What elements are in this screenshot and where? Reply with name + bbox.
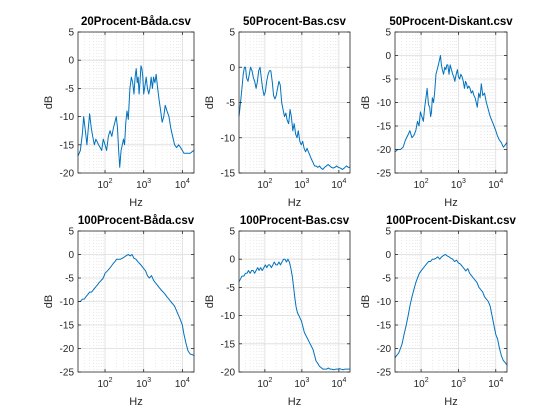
subplot-4: 5 0 -5 -10 -15 -20 -25 102 103 104 100Procent-Båd… [43,215,195,408]
y-tick-label: -5 [382,75,391,86]
x-tick-label: 104 [488,178,503,191]
y-tick-label: -15 [221,169,236,180]
x-axis-label: Hz [288,396,301,408]
subplot-2: 5 0 -5 -10 -15 102 103 104 50Procent-Bas.csv Hz… [204,16,351,209]
y-tick-label: -20 [377,145,392,156]
y-tick-label: 0 [385,250,391,261]
series-line [394,254,508,366]
x-tick-label: 102 [98,377,113,390]
plot-area [78,32,194,173]
y-tick-label: -10 [60,297,75,308]
x-axis-label: Hz [444,197,457,209]
subplot-5: 5 0 -5 -10 -15 -20 102 103 104 100Procent-Bas.cs… [204,215,351,408]
plot-title: 50Procent-Diskant.csv [389,16,513,28]
series-line [78,254,195,356]
series-line [394,55,508,153]
y-tick-label: -15 [377,321,392,332]
series-line [238,66,350,170]
y-tick-label: -15 [377,122,392,133]
x-axis-label: Hz [129,197,142,209]
x-tick-label: 102 [98,178,113,191]
x-tick-label: 103 [136,377,151,390]
y-tick-label: -20 [60,169,75,180]
y-tick-label: 5 [229,227,235,238]
x-tick-label: 104 [488,377,503,390]
y-tick-label: -10 [60,112,75,123]
y-tick-label: 5 [68,227,74,238]
subplot-6: 5 0 -5 -10 -15 -20 -25 102 103 104 100Procent-Dis… [360,215,516,408]
plot-title: 100Procent-Bas.csv [240,215,350,227]
y-tick-label: -10 [377,98,392,109]
y-axis-label: dB [360,96,372,109]
series-line [238,258,350,371]
y-axis-label: dB [204,96,216,109]
y-tick-label: 0 [68,250,74,261]
y-tick-label: 5 [68,28,74,39]
y-tick-label: -20 [377,344,392,355]
x-axis-label: Hz [444,396,457,408]
subplot-1: 5 0 -5 -10 -15 -20 102 103 104 20Procent-Båda.cs… [43,16,195,209]
x-tick-label: 104 [175,377,190,390]
y-tick-label: 0 [229,255,235,266]
plot-title: 100Procent-Båda.csv [78,215,195,227]
y-tick-label: 5 [229,28,235,39]
x-tick-label: 102 [257,377,272,390]
x-tick-label: 104 [331,377,346,390]
x-tick-label: 103 [294,377,309,390]
x-tick-label: 103 [451,377,466,390]
y-tick-label: -25 [377,368,392,379]
x-tick-label: 102 [414,178,429,191]
y-tick-label: 0 [229,63,235,74]
y-tick-label: 5 [385,28,391,39]
plot-title: 20Procent-Båda.csv [81,16,192,28]
x-axis-label: Hz [129,396,142,408]
plot-title: 50Procent-Bas.csv [243,16,347,28]
y-tick-label: -5 [65,274,74,285]
y-tick-label: -15 [221,339,236,350]
y-axis-label: dB [43,96,55,109]
x-tick-label: 103 [136,178,151,191]
x-tick-label: 104 [331,178,346,191]
axes-box [238,230,351,373]
y-tick-label: 5 [385,227,391,238]
y-tick-label: -10 [221,133,236,144]
subplot-3: 5 0 -5 -10 -15 -20 -25 102 103 104 50Procent-Disk… [360,16,513,209]
plot-area [239,231,350,372]
y-tick-label: 0 [68,56,74,67]
y-tick-label: -5 [226,98,235,109]
y-tick-label: -20 [221,368,236,379]
series-line [77,65,195,168]
y-axis-label: dB [360,295,372,308]
y-tick-label: -5 [226,283,235,294]
x-axis-label: Hz [288,197,301,209]
plot-title: 100Procent-Diskant.csv [386,215,516,227]
y-tick-label: -15 [60,321,75,332]
y-tick-label: -5 [65,84,74,95]
y-tick-label: 0 [385,51,391,62]
x-tick-label: 103 [451,178,466,191]
x-tick-label: 103 [294,178,309,191]
x-tick-label: 104 [175,178,190,191]
y-tick-label: -25 [60,368,75,379]
y-tick-label: -25 [377,169,392,180]
y-tick-label: -10 [377,297,392,308]
x-tick-label: 102 [414,377,429,390]
y-axis-label: dB [204,295,216,308]
y-tick-label: -20 [60,344,75,355]
y-tick-label: -5 [382,274,391,285]
y-axis-label: dB [43,295,55,308]
y-tick-label: -15 [60,140,75,151]
y-tick-label: -10 [221,311,236,322]
x-tick-label: 102 [257,178,272,191]
axes-box [77,31,195,174]
